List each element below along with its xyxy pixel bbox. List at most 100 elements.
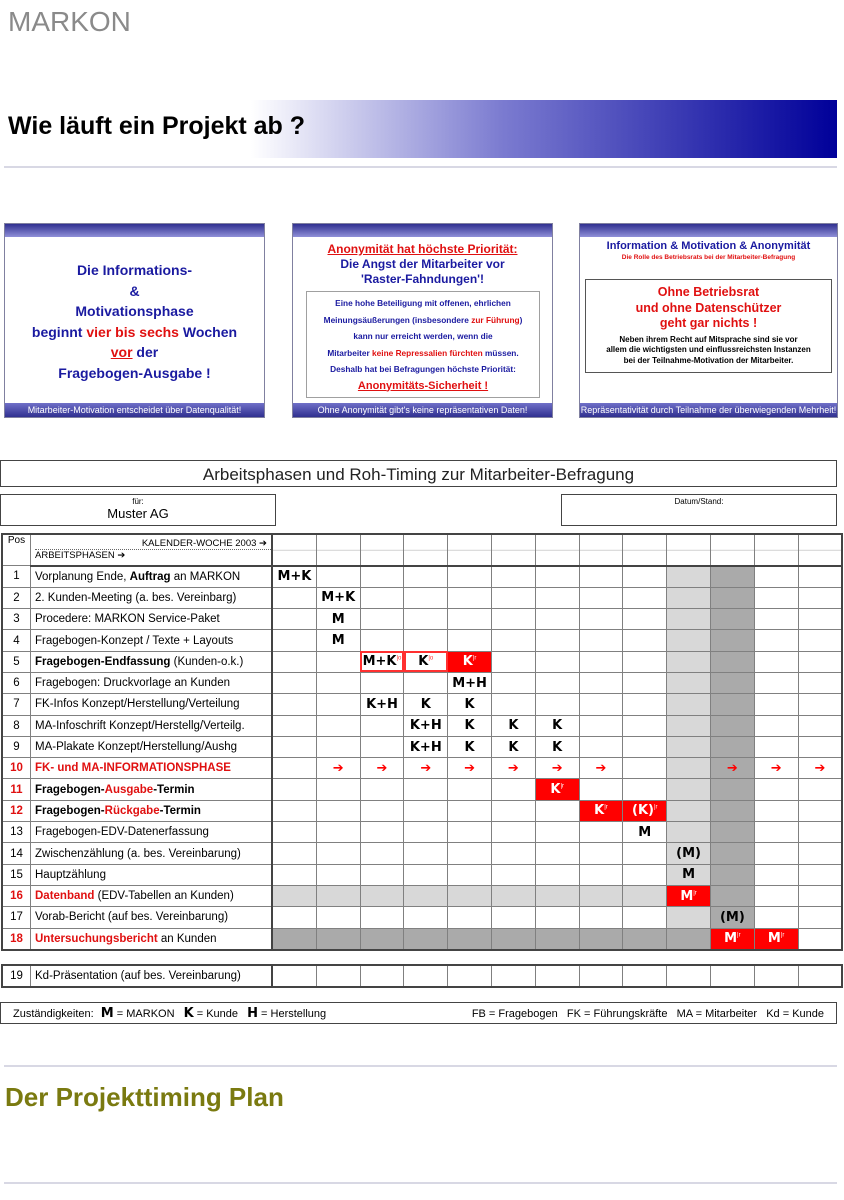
markon-logo: MARKON bbox=[8, 6, 131, 37]
week-cell bbox=[753, 693, 799, 716]
week-cell bbox=[315, 671, 361, 695]
table-row: 13 Fragebogen-EDV-Datenerfassung M bbox=[1, 821, 843, 844]
for-label: für: bbox=[132, 497, 144, 506]
week-cell bbox=[403, 608, 449, 631]
week-cell bbox=[709, 778, 755, 801]
week-cell bbox=[622, 693, 668, 716]
week-cell bbox=[271, 714, 317, 737]
week-cell bbox=[359, 735, 405, 759]
week-cell bbox=[534, 608, 580, 631]
week-cell bbox=[797, 565, 843, 588]
week-cell bbox=[359, 906, 405, 929]
week-cell bbox=[490, 964, 536, 988]
pos: 15 bbox=[1, 863, 31, 886]
week-cell bbox=[359, 565, 405, 588]
week-cell bbox=[271, 884, 317, 908]
cell-mark: M|r bbox=[767, 931, 785, 947]
cell-mark: M+H bbox=[452, 675, 487, 691]
week-cell bbox=[622, 565, 668, 588]
week-cell bbox=[403, 842, 449, 865]
week-cell bbox=[315, 650, 361, 673]
legend: Zuständigkeiten: M = MARKON K = Kunde H … bbox=[0, 1002, 837, 1024]
week-cell bbox=[447, 821, 492, 844]
week-cell bbox=[534, 650, 580, 673]
cell-mark: K bbox=[464, 696, 475, 712]
pos: 12 bbox=[1, 799, 31, 823]
week-cell bbox=[490, 884, 536, 908]
week-cell bbox=[534, 906, 580, 929]
table-row: 15 Hauptzählung M bbox=[1, 863, 843, 886]
week-cell bbox=[315, 778, 361, 801]
week-cell bbox=[403, 565, 449, 588]
week-cell bbox=[359, 629, 405, 652]
week-cell bbox=[709, 964, 755, 988]
plan-title: Arbeitsphasen und Roh-Timing zur Mitarbe… bbox=[0, 460, 837, 487]
week-cell bbox=[403, 778, 449, 801]
phase-label: Untersuchungsbericht an Kunden bbox=[30, 927, 273, 951]
text: Motivationsphase bbox=[75, 303, 194, 319]
text: Fragebogen-EDV-Datenerfassung bbox=[35, 826, 209, 839]
text: keine Repressalien fürchten bbox=[372, 347, 483, 358]
week-column-header bbox=[315, 533, 361, 567]
table-row: 4 Fragebogen-Konzept / Texte + Layouts M bbox=[1, 629, 843, 652]
week-cell bbox=[578, 884, 624, 908]
week-cell bbox=[490, 863, 536, 886]
info-box-1: Die Informations- & Motivationsphase beg… bbox=[4, 223, 265, 418]
week-cell: (M) bbox=[666, 842, 711, 865]
phase-label: Fragebogen-Konzept / Texte + Layouts bbox=[30, 629, 273, 652]
table-row: 14 Zwischenzählung (a. bes. Vereinbarung)… bbox=[1, 842, 843, 865]
week-cell bbox=[622, 586, 668, 610]
week-cell bbox=[490, 821, 536, 844]
week-cell: K|r bbox=[447, 650, 492, 673]
info-box-2: Anonymität hat höchste Priorität: Die An… bbox=[292, 223, 553, 418]
week-cell bbox=[534, 693, 580, 716]
week-cell bbox=[447, 927, 492, 951]
table-row: 2 2. Kunden-Meeting (a. bes. Vereinbarg) M… bbox=[1, 586, 843, 610]
cell-mark: K|r bbox=[550, 782, 564, 798]
cell-mark: M|r bbox=[680, 888, 697, 904]
week-cell bbox=[622, 884, 668, 908]
text: Information & Motivation & Anonymität bbox=[606, 240, 811, 252]
week-cell bbox=[315, 693, 361, 716]
cell-mark: K|r bbox=[462, 654, 477, 670]
row-19-table: 19 Kd-Präsentation (auf bes. Vereinbarung… bbox=[1, 964, 844, 989]
text: 'Raster-Fahndungen'! bbox=[360, 272, 485, 286]
week-cell bbox=[359, 927, 405, 951]
cell-mark: K bbox=[420, 696, 431, 712]
text: Rückgabe bbox=[104, 804, 160, 817]
cell-mark: K bbox=[464, 718, 475, 734]
table-row: 19 Kd-Präsentation (auf bes. Vereinbarung… bbox=[1, 964, 843, 988]
week-cell bbox=[578, 608, 624, 631]
week-cell bbox=[447, 586, 492, 610]
week-cell bbox=[709, 821, 755, 844]
text: Neben ihrem Recht auf Mitsprache sind si… bbox=[619, 334, 798, 344]
week-column-header bbox=[622, 533, 668, 567]
week-cell bbox=[271, 608, 317, 631]
text: = Herstellung bbox=[257, 1008, 327, 1020]
text: Zwischenzählung (a. bes. Vereinbarung) bbox=[35, 847, 241, 860]
week-cell bbox=[490, 906, 536, 929]
table-row: 16 Datenband (EDV-Tabellen an Kunden) M|r bbox=[1, 884, 843, 908]
week-cell bbox=[666, 586, 711, 610]
pos: 18 bbox=[1, 927, 31, 951]
week-cell bbox=[797, 799, 843, 823]
week-cell bbox=[271, 863, 317, 886]
text: an MARKON bbox=[170, 570, 241, 583]
cell-mark: ➔ bbox=[332, 760, 344, 776]
works-council-panel: Ohne Betriebsrat und ohne Datenschützer … bbox=[585, 279, 832, 373]
week-column-header bbox=[490, 533, 536, 567]
box-footer: Mitarbeiter-Motivation entscheidet über … bbox=[5, 403, 264, 417]
week-cell bbox=[622, 906, 668, 929]
week-cell bbox=[578, 906, 624, 929]
week-cell: M+K bbox=[271, 565, 317, 588]
cell-mark: K bbox=[552, 739, 563, 755]
text: vor bbox=[110, 344, 133, 360]
table-row: 11 Fragebogen-Ausgabe-Termin K|r bbox=[1, 778, 843, 801]
text: und ohne Datenschützer bbox=[635, 300, 782, 315]
week-cell bbox=[753, 778, 799, 801]
cell-mark: K+H bbox=[409, 739, 442, 755]
week-cell bbox=[271, 906, 317, 929]
table-row: 10 FK- und MA-INFORMATIONSPHASE ➔ ➔ ➔ ➔ ➔ ➔ ➔ ➔ ➔ ➔ bbox=[1, 757, 843, 780]
week-cell bbox=[403, 884, 449, 908]
week-cell bbox=[709, 608, 755, 631]
